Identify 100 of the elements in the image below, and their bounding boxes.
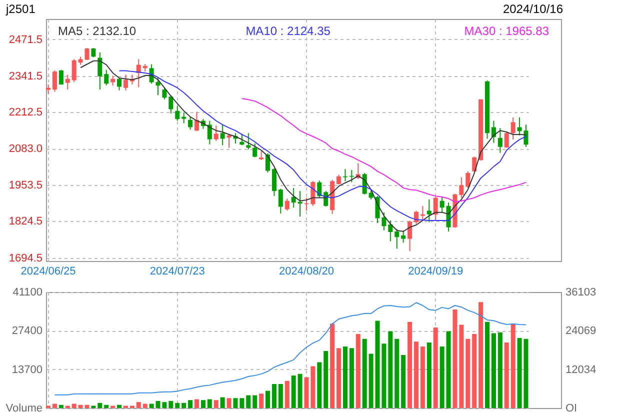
bar xyxy=(98,402,102,408)
bar xyxy=(504,342,509,408)
bar xyxy=(214,400,218,408)
candlestick xyxy=(440,196,444,213)
bar xyxy=(298,374,302,408)
candlestick xyxy=(162,86,167,100)
x-tick-label: 2024/06/25 xyxy=(20,266,76,278)
candlestick xyxy=(510,116,516,140)
candlestick xyxy=(220,124,225,146)
bar xyxy=(336,348,342,408)
bar xyxy=(446,331,451,408)
line-series xyxy=(54,302,526,396)
bar xyxy=(52,404,57,408)
y-tick-label: 1824.5 xyxy=(8,216,42,228)
bar xyxy=(510,324,516,408)
bar xyxy=(498,332,502,408)
y2-tick-label: 12034 xyxy=(566,364,596,376)
candlestick xyxy=(58,69,64,85)
candlestick xyxy=(52,70,57,92)
bar xyxy=(220,397,225,408)
candlestick xyxy=(182,112,186,124)
candlestick xyxy=(123,74,128,91)
bar xyxy=(491,333,496,408)
bar xyxy=(58,404,64,408)
text: MA30 : 1965.83 xyxy=(464,24,550,38)
bar xyxy=(142,404,148,408)
bar xyxy=(388,331,393,408)
candlestick xyxy=(252,143,258,158)
bar xyxy=(272,384,276,408)
bar xyxy=(401,354,406,408)
bar xyxy=(478,302,484,408)
candlestick xyxy=(72,58,76,82)
y-tick-label: 2083.0 xyxy=(8,143,42,156)
x-tick-label: 2024/08/20 xyxy=(278,266,334,278)
candlestick xyxy=(175,105,180,122)
y-tick-label: Volume xyxy=(6,402,42,414)
candlestick xyxy=(284,198,290,212)
candlestick xyxy=(401,230,406,244)
bar xyxy=(175,402,180,408)
candlestick xyxy=(91,47,96,58)
bar xyxy=(259,394,264,408)
bar xyxy=(362,338,367,408)
bar xyxy=(440,346,444,408)
bar xyxy=(408,322,412,408)
bar xyxy=(233,398,238,408)
bar xyxy=(200,400,206,408)
bar xyxy=(72,404,76,408)
candlestick xyxy=(194,111,200,132)
candlestick xyxy=(65,74,70,90)
bar xyxy=(252,395,258,408)
y2-tick-label: 36103 xyxy=(566,286,596,298)
text: MA10 : 2124.35 xyxy=(246,24,331,38)
y2-tick-label: 24069 xyxy=(566,325,596,338)
candlestick xyxy=(246,132,251,150)
bar xyxy=(240,398,244,408)
bar xyxy=(117,404,122,408)
candlestick xyxy=(104,69,109,86)
y-tick-label: 2212.5 xyxy=(8,106,42,119)
candlestick xyxy=(278,188,283,214)
bar xyxy=(466,338,470,408)
bar xyxy=(472,334,477,408)
bar xyxy=(324,350,328,408)
candlestick xyxy=(272,168,276,197)
candlestick xyxy=(207,120,212,145)
bar xyxy=(284,380,290,408)
candlestick xyxy=(394,228,400,250)
y-tick-label: 2341.5 xyxy=(8,70,42,82)
y-tick-label: 27400 xyxy=(12,325,42,338)
line-series xyxy=(241,98,526,202)
bar xyxy=(342,346,348,408)
bar xyxy=(317,362,322,408)
candlestick xyxy=(459,176,464,198)
candlestick xyxy=(266,152,270,173)
candlestick xyxy=(491,120,496,144)
bar xyxy=(182,402,186,408)
bar xyxy=(459,324,464,408)
bar xyxy=(484,322,490,408)
candlestick xyxy=(433,196,438,222)
bar xyxy=(104,404,109,408)
bar xyxy=(330,324,335,408)
x-tick-label: 2024/09/19 xyxy=(408,266,464,278)
candlestick xyxy=(291,187,296,208)
bar xyxy=(207,399,212,408)
bar xyxy=(266,390,270,408)
candlestick xyxy=(214,125,218,142)
candlestick xyxy=(504,131,509,148)
text: 2024/10/16 xyxy=(502,2,564,16)
bar xyxy=(349,348,354,408)
candlestick xyxy=(117,78,122,91)
bar xyxy=(394,338,400,408)
candlestick xyxy=(388,220,393,242)
candlestick xyxy=(188,116,193,130)
candlestick xyxy=(498,128,502,154)
bar xyxy=(356,334,360,408)
candlestick xyxy=(466,170,470,188)
y-tick-label: 41100 xyxy=(12,286,42,298)
chart-title: j2501 xyxy=(5,2,36,16)
candlestick xyxy=(46,84,51,94)
bar xyxy=(420,346,425,408)
bar xyxy=(168,400,174,408)
